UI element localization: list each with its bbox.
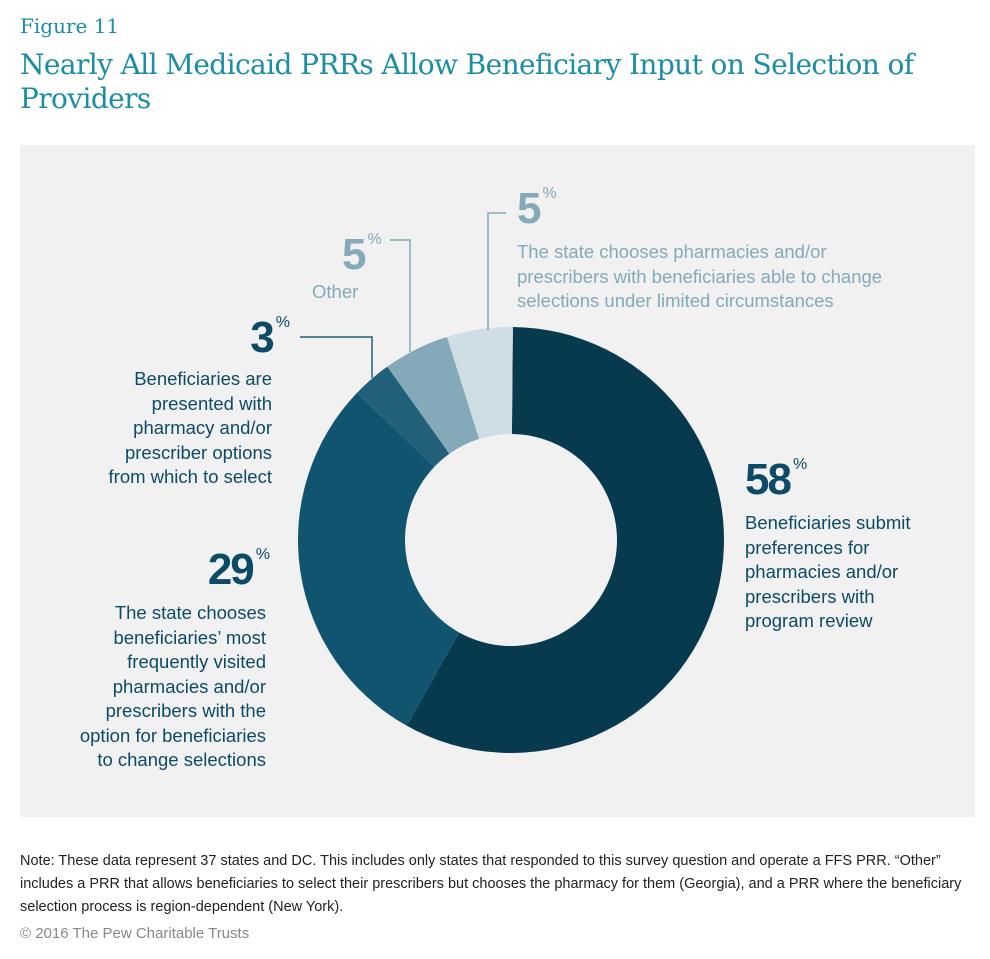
category-label: Beneficiaries submit preferences for pha… [745, 512, 911, 631]
slice-label-3: 3% Beneficiaries are presented with phar… [95, 313, 290, 490]
leader-line-5 [487, 212, 506, 330]
slice-label-other: 5% Other [312, 230, 392, 305]
donut-slice-1 [298, 392, 460, 726]
leader-line-3 [300, 336, 373, 378]
figure-label: Figure 11 [20, 14, 120, 38]
donut-slice-4 [446, 327, 513, 439]
pct: % [255, 546, 270, 563]
category-label: The state chooses pharmacies and/or pres… [517, 241, 883, 311]
value-label: 58 [745, 455, 792, 504]
slice-label-5: 5% The state chooses pharmacies and/or p… [517, 184, 907, 314]
value-label: 29 [207, 545, 255, 594]
category-label: Other [312, 281, 359, 302]
pct: % [792, 456, 808, 473]
leader-line-other [390, 239, 411, 352]
category-label: Beneficiaries are presented with pharmac… [108, 368, 272, 487]
value-label: 5 [342, 230, 367, 279]
donut-slice-3 [387, 336, 480, 454]
category-label: The state chooses beneficiaries’ most fr… [79, 602, 266, 770]
donut-slice-2 [357, 366, 450, 467]
note: Note: These data represent 37 states and… [20, 853, 962, 915]
slice-label-58: 58% Beneficiaries submit preferences for… [745, 455, 945, 634]
pct: % [367, 231, 382, 248]
pct: % [542, 185, 557, 202]
copyright: © 2016 The Pew Charitable Trusts [20, 925, 250, 942]
value-label: 3 [250, 313, 275, 362]
pct: % [275, 314, 290, 331]
value-label: 5 [517, 184, 542, 233]
donut-slice-0 [406, 327, 725, 754]
slice-label-29: 29% The state chooses beneficiaries’ mos… [60, 545, 270, 773]
chart-title: Nearly All Medicaid PRRs Allow Beneficia… [20, 48, 914, 115]
